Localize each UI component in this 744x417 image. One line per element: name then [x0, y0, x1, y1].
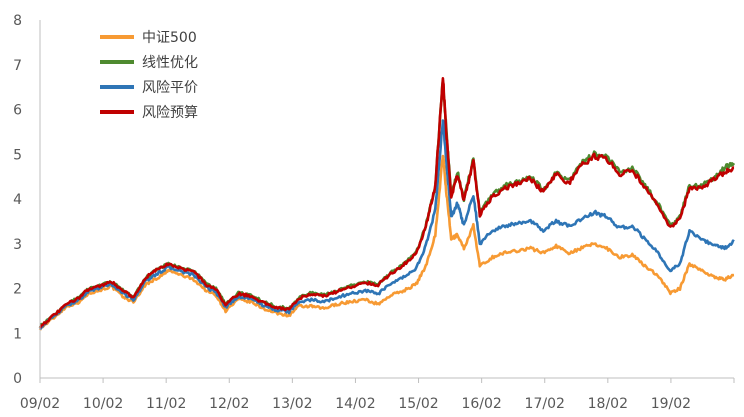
series-layer — [38, 77, 736, 331]
y-tick-label: 8 — [13, 13, 22, 29]
y-tick-label: 7 — [13, 58, 22, 74]
x-tick-label: 13/02 — [272, 396, 312, 412]
x-tick-label: 12/02 — [209, 396, 249, 412]
series-line-4 — [38, 77, 735, 329]
x-tick-label: 18/02 — [588, 396, 628, 412]
y-tick-label: 2 — [13, 282, 22, 298]
x-tick-label: 19/02 — [651, 396, 691, 412]
y-tick-label: 6 — [13, 103, 22, 119]
y-tick-labels: 0 1 2 3 4 5 6 7 8 — [13, 13, 22, 387]
x-tick-label: 15/02 — [398, 396, 438, 412]
y-tick-label: 0 — [13, 371, 22, 387]
y-tick-label: 4 — [13, 192, 22, 208]
x-tick-label: 11/02 — [146, 396, 186, 412]
series-line-3 — [38, 119, 735, 331]
legend-label: 中证500 — [142, 30, 197, 46]
x-tick-labels: 09/02 10/02 11/02 12/02 13/02 14/02 15/02 16/02… — [20, 378, 735, 412]
axes — [39, 20, 734, 379]
y-tick-label: 3 — [13, 237, 22, 253]
legend-label: 风险预算 — [142, 105, 198, 121]
x-tick-label: 09/02 — [20, 396, 60, 412]
legend-label: 线性优化 — [142, 55, 198, 71]
y-tick-label: 5 — [13, 147, 22, 163]
x-tick-label: 14/02 — [335, 396, 375, 412]
x-tick-label: 17/02 — [525, 396, 565, 412]
x-tick-label: 10/02 — [83, 396, 123, 412]
y-tick-label: 1 — [13, 326, 22, 342]
legend-label: 风险平价 — [142, 80, 198, 96]
series-line-1 — [38, 154, 735, 331]
x-tick-label: 16/02 — [461, 396, 501, 412]
